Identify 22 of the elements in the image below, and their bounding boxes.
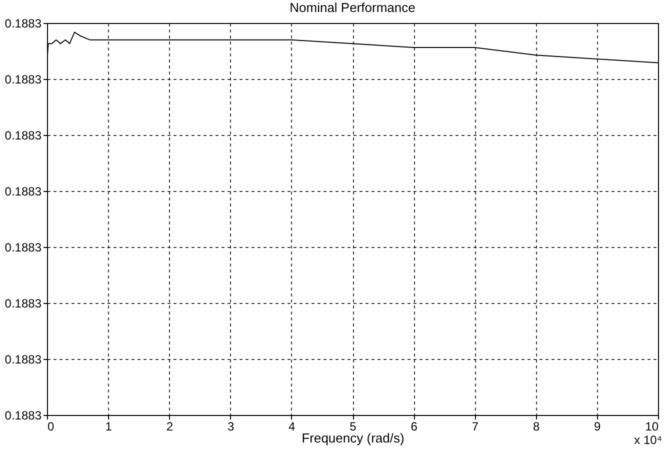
x-tick-label: 3 (227, 420, 234, 434)
x-tick-label: 9 (594, 420, 602, 434)
text: 0.1883 (4, 128, 42, 142)
text: 0.1883 (4, 16, 42, 30)
x-tick-label: 2 (166, 420, 174, 434)
text: 0.1883 (4, 240, 42, 254)
x-tick-label: 4 (288, 420, 296, 434)
chart-title: Nominal Performance (290, 0, 416, 15)
x-tick-label: 1 (105, 420, 112, 434)
x-tick-label: 5 (350, 420, 357, 434)
x-tick-label: 6 (410, 420, 418, 434)
text: 0.1883 (4, 352, 42, 366)
x-tick-label: 7 (472, 420, 479, 434)
text: x 10⁴ (634, 433, 662, 447)
text: 0.1883 (4, 296, 42, 310)
x-tick-label: 8 (532, 420, 540, 434)
text: 0.1883 (4, 408, 42, 422)
x-axis-title: Frequency (rad/s) (302, 430, 404, 446)
text: 0.1883 (4, 72, 42, 86)
text: 0.1883 (4, 184, 42, 198)
x-tick-label: 0 (48, 420, 54, 434)
x-tick-label: 10 (645, 420, 659, 434)
